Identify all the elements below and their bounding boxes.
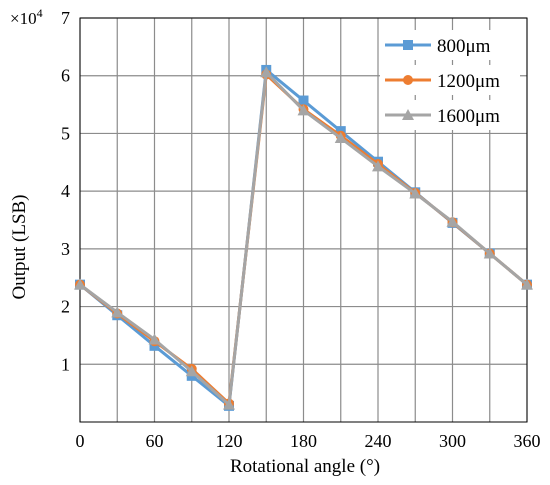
data-point-triangle [148, 333, 161, 345]
legend-label: 1600μm [437, 106, 500, 127]
data-point-square [298, 95, 309, 106]
y-axis-tick-labels: 1 2 3 4 5 6 7 [61, 8, 70, 374]
y-tick-label: 4 [61, 181, 70, 201]
legend-label: 1200μm [437, 71, 500, 92]
y-axis-multiplier: ×104 [10, 6, 43, 28]
y-tick-label: 2 [61, 297, 70, 317]
y-axis-multiplier-exponent: 4 [37, 6, 43, 20]
x-tick-label: 360 [514, 431, 541, 451]
data-point-triangle [74, 278, 86, 290]
y-axis-title: Output (LSB) [9, 194, 30, 299]
data-point-triangle [111, 306, 124, 318]
legend-item: 1200μm [380, 65, 520, 95]
y-tick-label: 5 [61, 123, 70, 143]
data-point-triangle [260, 66, 273, 78]
x-tick-label: 240 [365, 431, 392, 451]
data-point-triangle [446, 215, 459, 227]
x-tick-label: 300 [439, 431, 466, 451]
data-point-triangle [521, 278, 533, 290]
y-tick-label: 1 [61, 354, 70, 374]
data-point-triangle [297, 104, 310, 116]
data-point-triangle [409, 187, 422, 199]
data-point-triangle [334, 132, 347, 144]
x-tick-label: 180 [290, 431, 317, 451]
x-tick-label: 120 [216, 431, 243, 451]
y-axis-multiplier-base: ×10 [10, 9, 37, 28]
y-tick-label: 6 [61, 66, 70, 86]
y-tick-label: 3 [61, 239, 70, 259]
x-axis-tick-labels: 0 60 120 180 240 300 360 [76, 431, 541, 451]
legend-item: 800μm [380, 30, 520, 60]
x-axis-title: Rotational angle (°) [230, 456, 380, 477]
data-point-circle [403, 75, 413, 85]
series [74, 66, 533, 410]
legend-item: 1600μm [380, 100, 520, 130]
x-tick-label: 60 [146, 431, 164, 451]
data-point-triangle [223, 398, 235, 410]
series-group [74, 64, 533, 411]
data-point-triangle [185, 365, 198, 377]
x-tick-label: 0 [76, 431, 85, 451]
data-point-square [403, 40, 413, 50]
data-point-triangle [483, 247, 496, 259]
data-point-triangle [402, 109, 414, 120]
data-point-triangle [372, 160, 384, 172]
legend: 800μm 1200μm 1600μm [380, 30, 520, 130]
plot-area-border [79, 17, 528, 423]
legend-label: 800μm [437, 36, 491, 57]
y-tick-label: 7 [61, 8, 70, 28]
